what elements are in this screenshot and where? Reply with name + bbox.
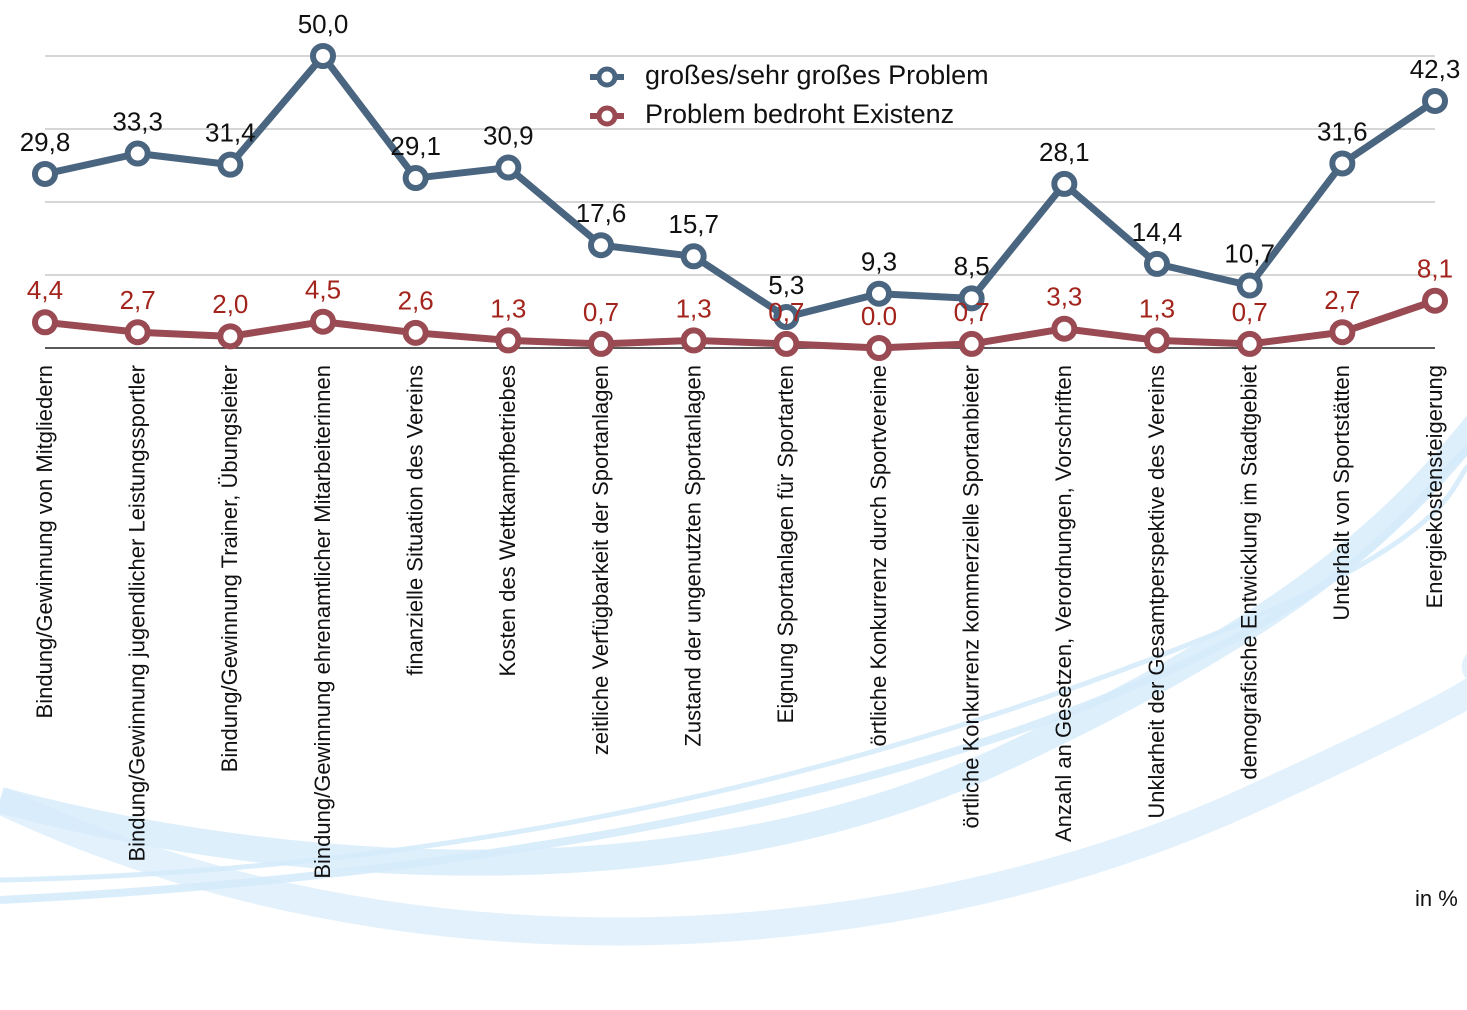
data-label: 31,4 — [205, 117, 256, 147]
data-label: 9,3 — [861, 247, 897, 277]
legend-marker — [599, 69, 615, 85]
x-tick-label: Unterhalt von Sportstätten — [1329, 365, 1354, 621]
data-label: 33,3 — [112, 106, 163, 136]
data-label: 14,4 — [1132, 217, 1183, 247]
series-line — [45, 56, 1435, 317]
data-label: 8,1 — [1417, 254, 1453, 284]
legend-label: Problem bedroht Existenz — [645, 99, 954, 129]
data-label: 29,8 — [20, 127, 71, 157]
x-tick-label: Bindung/Gewinnung ehrenamtlicher Mitarbe… — [310, 365, 335, 879]
series-line — [45, 301, 1435, 348]
x-tick-label: Zustand der ungenutzten Sportanlagen — [680, 365, 705, 747]
data-label: 0,7 — [583, 297, 619, 327]
data-label: 17,6 — [576, 198, 627, 228]
data-label: 8,5 — [954, 251, 990, 281]
data-label: 30,9 — [483, 120, 534, 150]
data-label: 0,7 — [1232, 297, 1268, 327]
data-point — [776, 334, 796, 354]
data-point — [684, 330, 704, 350]
data-label: 15,7 — [668, 209, 719, 239]
data-label: 2,7 — [1324, 285, 1360, 315]
data-point — [1147, 330, 1167, 350]
data-point — [313, 312, 333, 332]
data-point — [1147, 254, 1167, 274]
data-point — [1425, 291, 1445, 311]
data-label: 4,5 — [305, 275, 341, 305]
x-tick-label: Kosten des Wettkampfbetriebes — [495, 365, 520, 676]
data-point — [220, 155, 240, 175]
data-point — [498, 158, 518, 178]
data-label: 28,1 — [1039, 137, 1090, 167]
x-tick-label: Unklarheit der Gesamtperspektive des Ver… — [1144, 365, 1169, 819]
data-point — [1240, 334, 1260, 354]
x-tick-label: Bindung/Gewinnung Trainer, Übungsleiter — [217, 365, 242, 772]
data-point — [406, 323, 426, 343]
data-point — [128, 322, 148, 342]
data-label: 2,7 — [120, 285, 156, 315]
data-point — [869, 338, 889, 358]
data-label: 0,7 — [768, 297, 804, 327]
data-point — [591, 235, 611, 255]
x-tick-label: Energiekostensteigerung — [1422, 365, 1447, 608]
data-point — [1054, 174, 1074, 194]
data-point — [1332, 153, 1352, 173]
data-point — [1332, 322, 1352, 342]
data-point — [406, 168, 426, 188]
data-label: 0.0 — [861, 301, 897, 331]
x-tick-label: örtliche Konkurrenz kommerzielle Sportan… — [958, 365, 983, 828]
x-tick-label: Eignung Sportanlagen für Sportarten — [773, 365, 798, 723]
data-label: 5,3 — [768, 270, 804, 300]
data-label: 31,6 — [1317, 116, 1368, 146]
data-point — [35, 164, 55, 184]
legend-label: großes/sehr großes Problem — [645, 60, 989, 90]
data-label: 10,7 — [1224, 238, 1275, 268]
data-label: 1,3 — [676, 293, 712, 323]
data-label: 42,3 — [1410, 54, 1461, 84]
data-label: 1,3 — [490, 293, 526, 323]
x-tick-label: finanzielle Situation des Vereins — [402, 365, 427, 676]
x-tick-label: Bindung/Gewinnung von Mitgliedern — [32, 365, 57, 718]
x-tick-label: demografische Entwicklung im Stadtgebiet — [1236, 365, 1261, 780]
data-point — [684, 246, 704, 266]
data-label: 2,0 — [212, 289, 248, 319]
data-point — [1240, 276, 1260, 296]
data-label: 0,7 — [954, 297, 990, 327]
unit-note: in % — [1415, 886, 1458, 911]
chart: in % Bindung/Gewinnung von Mitgliedern Bi… — [0, 0, 1467, 1010]
data-point — [35, 312, 55, 332]
data-point — [962, 334, 982, 354]
legend-marker — [599, 108, 615, 124]
x-tick-label: Bindung/Gewinnung jugendlicher Leistungs… — [124, 365, 149, 862]
data-point — [1054, 319, 1074, 339]
data-label: 2,6 — [398, 286, 434, 316]
data-point — [1425, 91, 1445, 111]
data-point — [128, 144, 148, 164]
data-label: 1,3 — [1139, 293, 1175, 323]
data-point — [498, 330, 518, 350]
data-label: 29,1 — [390, 131, 441, 161]
data-label: 4,4 — [27, 275, 63, 305]
data-point — [591, 334, 611, 354]
data-label: 50,0 — [298, 9, 349, 39]
x-tick-label: Anzahl an Gesetzen, Verordnungen, Vorsch… — [1051, 365, 1076, 842]
x-tick-label: örtliche Konkurrenz durch Sportvereine — [866, 365, 891, 747]
x-tick-label: zeitliche Verfügbarkeit der Sportanlagen — [588, 365, 613, 755]
data-point — [313, 46, 333, 66]
data-label: 3,3 — [1046, 282, 1082, 312]
data-point — [220, 326, 240, 346]
